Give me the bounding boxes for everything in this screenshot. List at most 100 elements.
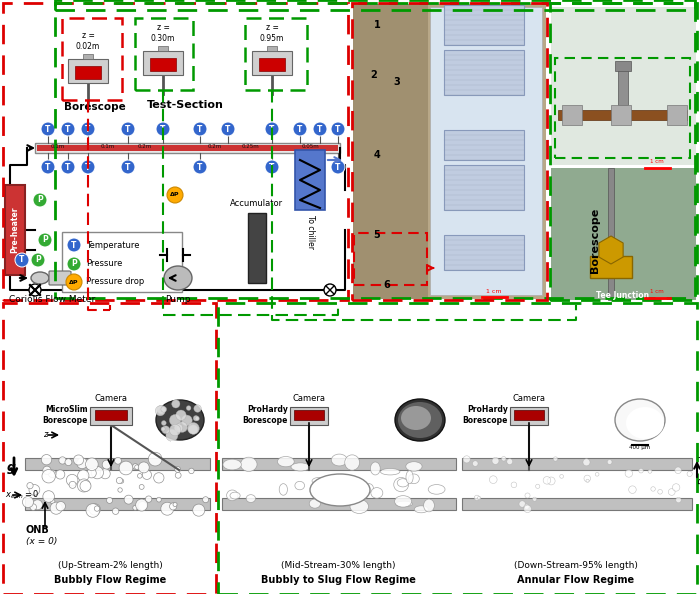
Text: ONB: ONB [26, 525, 50, 535]
Text: Dryout: Dryout [698, 454, 700, 485]
Circle shape [189, 468, 194, 473]
Circle shape [86, 504, 99, 517]
Ellipse shape [615, 399, 665, 441]
Ellipse shape [371, 488, 383, 498]
Text: z =
0.02m: z = 0.02m [76, 31, 100, 51]
Text: T: T [46, 125, 50, 134]
Circle shape [560, 475, 564, 478]
Circle shape [61, 122, 75, 136]
Circle shape [161, 406, 167, 412]
Text: 0.2m: 0.2m [138, 144, 152, 150]
Ellipse shape [279, 484, 288, 495]
Text: T: T [335, 163, 341, 172]
Circle shape [29, 485, 40, 495]
Bar [150, 58, 176, 71]
Bar [68, 59, 108, 83]
Circle shape [124, 495, 133, 504]
Bar [35, 143, 340, 153]
Text: z: z [43, 430, 47, 439]
Circle shape [324, 284, 336, 296]
Ellipse shape [424, 499, 435, 512]
Text: 1: 1 [374, 20, 380, 30]
Circle shape [167, 187, 183, 203]
Circle shape [175, 472, 181, 478]
Circle shape [194, 405, 202, 412]
Circle shape [66, 274, 82, 290]
Text: T: T [46, 163, 50, 172]
Bar [444, 50, 524, 95]
Circle shape [146, 496, 152, 503]
Circle shape [139, 485, 144, 489]
Circle shape [607, 460, 612, 465]
Bar [558, 110, 687, 120]
Text: $x_{e,in}=0$: $x_{e,in}=0$ [5, 489, 39, 501]
Circle shape [507, 459, 512, 465]
Text: 0.1m: 0.1m [51, 144, 65, 150]
FancyBboxPatch shape [49, 271, 71, 285]
Ellipse shape [397, 479, 409, 487]
Ellipse shape [164, 266, 192, 290]
Text: 400 μm: 400 μm [410, 445, 430, 450]
Ellipse shape [241, 457, 257, 472]
Circle shape [42, 469, 55, 483]
Text: T: T [197, 125, 203, 134]
Ellipse shape [393, 478, 409, 492]
Circle shape [172, 400, 180, 408]
Text: T: T [197, 163, 203, 172]
Text: (Up-Stream-2% length): (Up-Stream-2% length) [57, 561, 162, 570]
Text: Borescope: Borescope [590, 207, 600, 273]
Circle shape [67, 238, 81, 252]
Circle shape [138, 501, 147, 510]
Ellipse shape [408, 474, 419, 484]
Circle shape [69, 481, 76, 488]
Circle shape [193, 122, 207, 136]
Circle shape [676, 497, 681, 503]
Circle shape [524, 504, 529, 509]
Bar [222, 498, 456, 510]
Circle shape [629, 486, 636, 494]
Ellipse shape [31, 272, 49, 284]
Circle shape [33, 193, 47, 207]
Ellipse shape [291, 463, 310, 471]
Text: 1 cm: 1 cm [486, 289, 502, 294]
Text: (x = 0): (x = 0) [26, 537, 57, 546]
Circle shape [193, 504, 205, 516]
Text: MicroSlim
Borescope: MicroSlim Borescope [43, 405, 88, 425]
Text: Camera: Camera [94, 394, 127, 403]
Text: T: T [298, 125, 302, 134]
Bar [667, 105, 687, 125]
Circle shape [81, 160, 95, 174]
Text: ProHardy
Borescope: ProHardy Borescope [463, 405, 508, 425]
Circle shape [536, 484, 540, 488]
Circle shape [169, 424, 181, 436]
Circle shape [668, 489, 675, 495]
Circle shape [169, 415, 181, 426]
Circle shape [489, 476, 497, 484]
Bar [143, 51, 183, 75]
Text: Camera: Camera [293, 394, 326, 403]
Circle shape [543, 476, 551, 484]
Circle shape [193, 160, 207, 174]
Circle shape [74, 455, 83, 465]
Text: 1 cm: 1 cm [650, 289, 664, 294]
Bar [25, 498, 210, 510]
Ellipse shape [398, 402, 442, 438]
Text: T: T [270, 163, 274, 172]
Ellipse shape [395, 399, 445, 441]
Circle shape [625, 470, 633, 477]
Circle shape [331, 160, 345, 174]
Circle shape [638, 469, 643, 473]
Ellipse shape [350, 500, 368, 513]
Circle shape [65, 459, 72, 466]
Text: 2: 2 [370, 70, 377, 80]
Circle shape [157, 405, 165, 414]
Circle shape [155, 406, 165, 416]
Circle shape [524, 505, 531, 513]
Circle shape [313, 122, 327, 136]
Ellipse shape [310, 474, 370, 506]
Circle shape [161, 503, 174, 515]
Circle shape [331, 122, 345, 136]
Circle shape [492, 457, 499, 465]
Circle shape [595, 472, 599, 476]
Bar [5, 185, 25, 275]
